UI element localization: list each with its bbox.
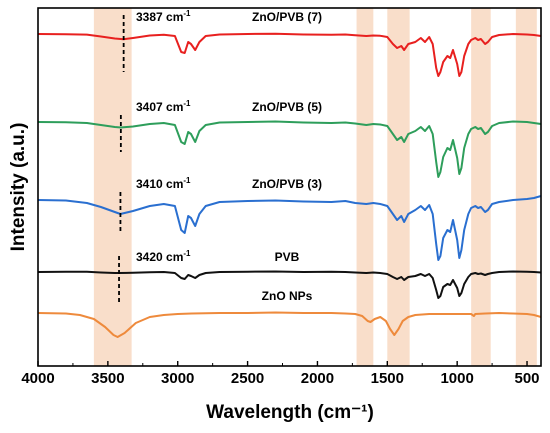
x-tick-label-2000: 2000: [301, 370, 334, 387]
shaded-band-2: [387, 8, 410, 366]
series-label-zno-pvb-3: ZnO/PVB (3): [252, 177, 322, 191]
shaded-bands: [93, 8, 537, 366]
series-line-zno-pvb-3: [37, 195, 542, 261]
shaded-band-1: [356, 8, 374, 366]
x-tick-label-2500: 2500: [231, 370, 264, 387]
x-tick-label-4000: 4000: [21, 370, 54, 387]
peak-marker-label-zno-pvb-3: 3410 cm-1: [136, 176, 191, 191]
series-label-zno-pvb-7: ZnO/PVB (7): [252, 10, 322, 24]
x-tick-label-3500: 3500: [91, 370, 124, 387]
peak-marker-label-zno-pvb-7: 3387 cm-1: [136, 9, 191, 24]
x-axis-ticks: 4000 3500 3000 2500 2000 1500 1000 500: [21, 361, 540, 387]
series-line-zno-pvb-5: [37, 120, 542, 178]
x-tick-label-1500: 1500: [371, 370, 404, 387]
shaded-band-3: [471, 8, 491, 366]
peak-marker-label-pvb: 3420 cm-1: [136, 249, 191, 264]
series-label-zno-nps: ZnO NPs: [262, 289, 313, 303]
x-tick-label-3000: 3000: [161, 370, 194, 387]
y-axis-title: Intensity (a.u.): [8, 123, 29, 252]
peak-marker-label-zno-pvb-5: 3407 cm-1: [136, 99, 191, 114]
peak-markers: [118, 15, 125, 302]
plot-frame: [37, 7, 542, 367]
series-lines: [37, 32, 542, 338]
series-line-zno-nps: [37, 311, 542, 338]
shaded-band-4: [515, 8, 537, 366]
series-label-zno-pvb-5: ZnO/PVB (5): [252, 100, 322, 114]
series-line-pvb: [37, 270, 542, 299]
shaded-band-0: [93, 8, 132, 366]
x-tick-label-500: 500: [515, 370, 540, 387]
x-axis-title: Wavelength (cm⁻¹): [206, 402, 374, 423]
x-tick-label-1000: 1000: [440, 370, 473, 387]
series-label-pvb: PVB: [275, 250, 300, 264]
series-line-zno-pvb-7: [37, 32, 542, 77]
annotation-labels: ZnO/PVB (7) ZnO/PVB (5) ZnO/PVB (3) PVB ZnO …: [136, 9, 322, 303]
